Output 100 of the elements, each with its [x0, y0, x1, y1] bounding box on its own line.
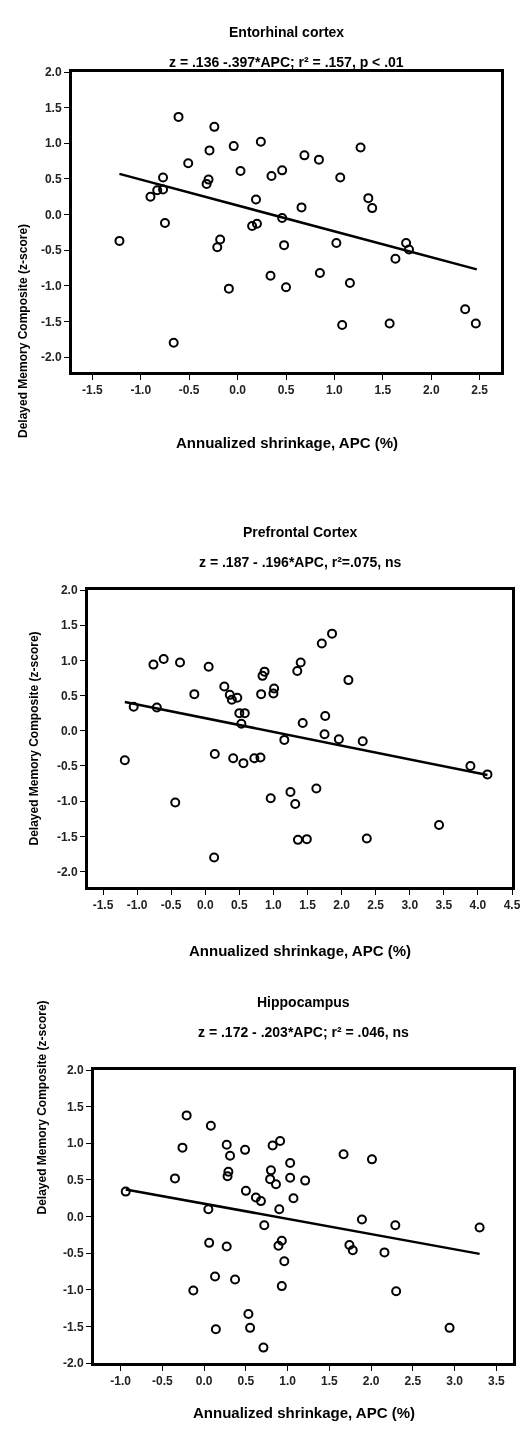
point [114, 235, 125, 246]
y-tick-label: 1.5 [66, 1099, 84, 1114]
point [215, 234, 226, 245]
point [249, 753, 260, 764]
point [255, 1196, 266, 1207]
y-tick-label: -1.5 [56, 829, 78, 844]
point [279, 1256, 290, 1267]
x-tick-label: 1.0 [326, 383, 344, 398]
point [333, 734, 344, 745]
point [151, 702, 162, 713]
point [335, 172, 346, 183]
point [379, 1247, 390, 1258]
point [273, 1240, 284, 1251]
x-axis-title: Annualized shrinkage, APC (%) [193, 1404, 415, 1421]
point [355, 142, 366, 153]
point [313, 154, 324, 165]
x-tick-label: 2.5 [367, 898, 385, 913]
point [221, 1241, 232, 1252]
x-tick-label: 0.0 [196, 898, 214, 913]
point [251, 218, 262, 229]
point [230, 1274, 241, 1285]
y-axis-title: Delayed Memory Composite (z-score) [26, 631, 41, 846]
point [285, 1172, 296, 1183]
point [465, 760, 476, 771]
y-tick-label: 0.5 [44, 172, 62, 187]
x-tick-label: 3.5 [435, 898, 453, 913]
point [228, 753, 239, 764]
point [288, 1193, 299, 1204]
x-tick-label: -0.5 [160, 898, 182, 913]
point [281, 282, 292, 293]
y-tick-label: -2.0 [40, 350, 62, 365]
point [296, 202, 307, 213]
point [225, 1150, 236, 1161]
point [347, 1245, 358, 1256]
point [219, 681, 230, 692]
x-tick-label: 2.5 [471, 383, 489, 398]
y-tick-label: 1.5 [44, 100, 62, 115]
point [344, 1240, 355, 1251]
y-tick-label: 1.0 [66, 1136, 84, 1151]
point [434, 820, 445, 831]
point [189, 689, 200, 700]
chart-subtitle: z = .187 - .196*APC, r²=.075, ns [199, 554, 402, 570]
point [470, 318, 481, 329]
x-tick-label: 0.5 [230, 898, 248, 913]
x-tick-label: 3.0 [401, 898, 419, 913]
point [319, 729, 330, 740]
point [256, 689, 267, 700]
point [255, 136, 266, 147]
x-tick-label: 1.0 [279, 1374, 297, 1389]
point [240, 1185, 251, 1196]
y-axis-title: Delayed Memory Composite (z-score) [34, 1000, 49, 1215]
point [204, 1237, 215, 1248]
point [212, 242, 223, 253]
point [203, 1204, 214, 1215]
point [482, 769, 493, 780]
y-tick-label: 0.0 [44, 207, 62, 222]
x-tick-label: -1.5 [82, 383, 103, 398]
x-tick-label: 2.0 [333, 898, 351, 913]
x-tick-label: -0.5 [178, 383, 200, 398]
point [367, 203, 378, 214]
point [337, 319, 348, 330]
point [240, 1144, 251, 1155]
point [128, 701, 139, 712]
point [203, 661, 214, 672]
y-tick-label: 1.0 [60, 653, 78, 668]
y-tick-label: 2.0 [44, 65, 62, 80]
point [265, 1174, 276, 1185]
point [363, 193, 374, 204]
point [258, 1342, 269, 1353]
x-tick-label: 1.5 [374, 383, 392, 398]
point [170, 797, 181, 808]
point [236, 718, 247, 729]
point [267, 1140, 278, 1151]
point [238, 758, 249, 769]
point [295, 657, 306, 668]
point [311, 783, 322, 794]
point [265, 793, 276, 804]
point [277, 165, 288, 176]
x-tick-label: -1.0 [110, 1374, 132, 1389]
point [314, 267, 325, 278]
point [226, 694, 237, 705]
point [175, 657, 186, 668]
y-tick-label: -1.0 [62, 1282, 84, 1297]
y-tick-label: 0.0 [60, 723, 78, 738]
point [344, 277, 355, 288]
x-tick-label: 1.5 [321, 1374, 339, 1389]
point [168, 337, 179, 348]
y-tick-label: 1.0 [44, 136, 62, 151]
point [222, 1171, 233, 1182]
point [474, 1222, 485, 1233]
point [460, 304, 471, 315]
x-tick-label: 3.5 [487, 1374, 505, 1389]
x-tick-label: 2.5 [404, 1374, 422, 1389]
point [404, 244, 414, 255]
point [259, 666, 270, 677]
x-axis-title: Annualized shrinkage, APC (%) [176, 434, 398, 451]
x-tick-label: 0.5 [277, 383, 295, 398]
x-tick-label: -1.0 [126, 898, 148, 913]
point [338, 1149, 349, 1160]
point [204, 145, 215, 156]
